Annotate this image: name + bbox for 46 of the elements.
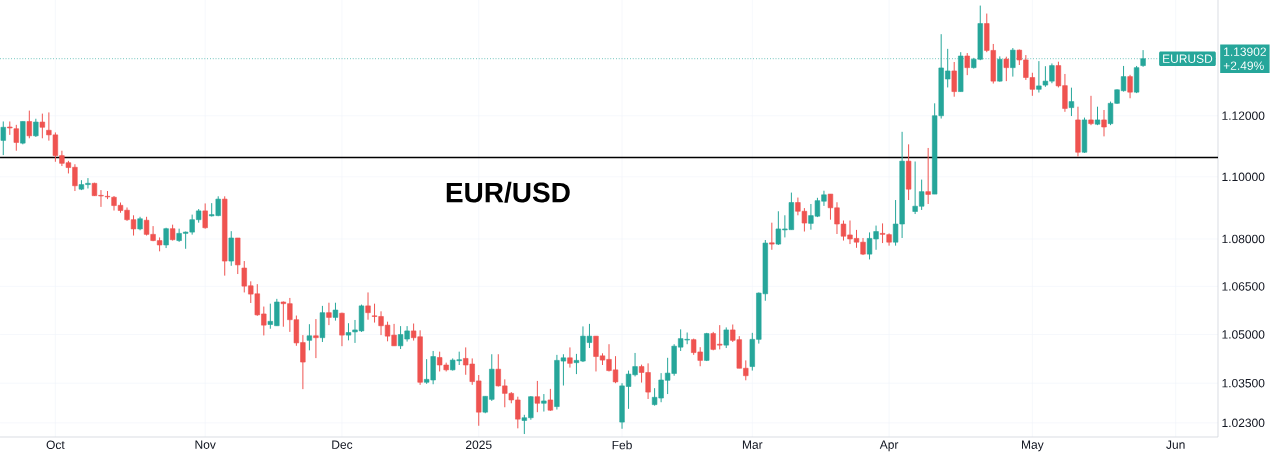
- candlestick: [769, 222, 775, 251]
- candlestick: [723, 326, 729, 349]
- y-tick-label: 1.12000: [1222, 111, 1265, 120]
- x-tick-label: 2025: [465, 440, 492, 450]
- x-tick-label: Nov: [195, 440, 216, 449]
- candlestick: [534, 380, 541, 413]
- x-tick-label: Jun: [1166, 440, 1185, 449]
- candlestick: [39, 113, 45, 139]
- candlestick: [964, 52, 970, 76]
- candlestick: [1127, 74, 1133, 99]
- candlestick: [33, 118, 39, 138]
- candlestick: [1101, 109, 1107, 137]
- text: 1.13902: [1224, 47, 1266, 56]
- y-tick-label: 1.05000: [1222, 330, 1265, 339]
- candlestick: [925, 147, 931, 205]
- x-tick-label: Feb: [612, 440, 632, 450]
- candlestick: [326, 302, 332, 326]
- candlestick: [1088, 95, 1094, 126]
- candlestick: [0, 120, 6, 156]
- candlestick: [1010, 47, 1016, 78]
- candlestick: [339, 312, 345, 347]
- x-tick-label: Oct: [46, 440, 65, 450]
- y-tick-label: 1.08000: [1222, 234, 1265, 244]
- candlestick: [951, 61, 957, 98]
- candlestick: [1003, 56, 1009, 82]
- text: EUR/USD: [446, 181, 570, 203]
- y-tick-label: 1.10000: [1222, 172, 1265, 182]
- candlestick: [228, 230, 234, 267]
- ref-line-label: EURUSD: [1163, 54, 1213, 63]
- x-tick-label: Apr: [879, 440, 899, 452]
- candlestick: [365, 291, 371, 321]
- y-tick-label: 1.02300: [1222, 418, 1265, 428]
- text: +2.49%: [1223, 61, 1264, 70]
- candlestick: [306, 323, 313, 351]
- candlestick: [202, 202, 208, 230]
- x-tick-label: Dec: [332, 440, 353, 449]
- x-tick-label: Mar: [742, 440, 763, 449]
- candlestick: [1068, 87, 1075, 117]
- candlestick: [26, 110, 32, 139]
- y-tick-label: 1.03500: [1222, 378, 1265, 388]
- candlestick: [313, 318, 319, 359]
- candlestick: [547, 388, 554, 412]
- x-tick-label: May: [1022, 440, 1044, 452]
- y-tick-label: 1.06500: [1222, 282, 1265, 291]
- candlestick: [541, 393, 547, 413]
- candlestick: [567, 346, 573, 369]
